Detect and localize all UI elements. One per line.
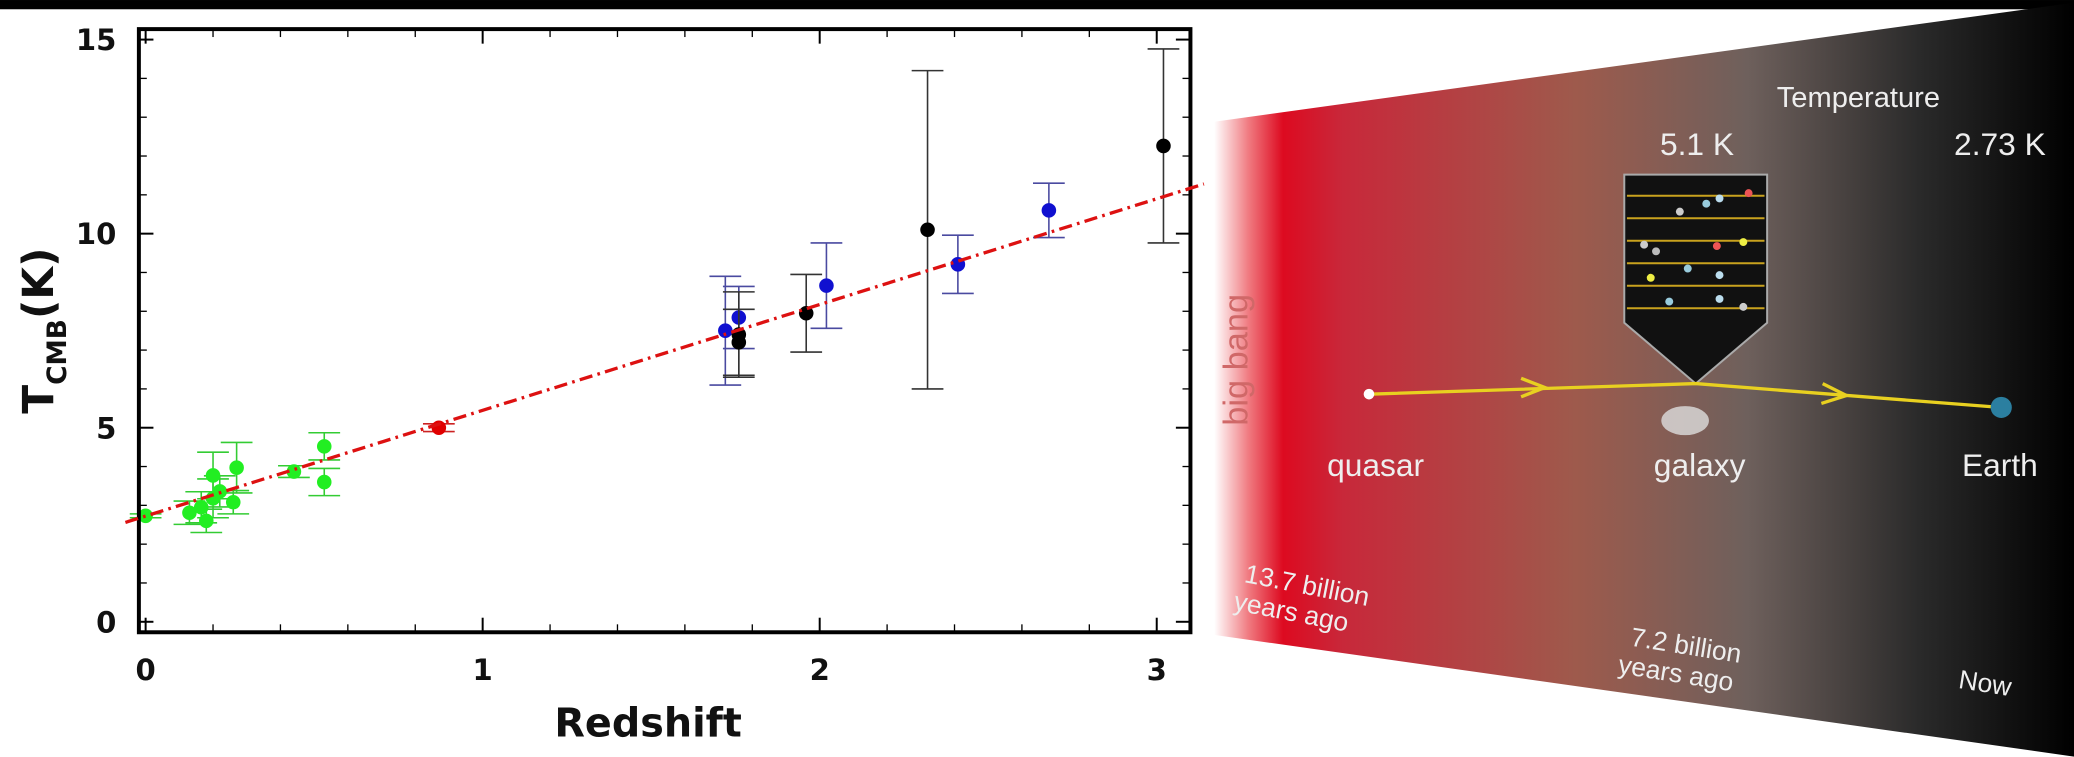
- data-point: [193, 500, 209, 515]
- y-axis-title: TCMB(K): [14, 248, 73, 414]
- arrow: [1520, 376, 1550, 399]
- temperature-title: Temperature: [1777, 82, 1940, 114]
- galaxy-label: galaxy: [1654, 447, 1746, 483]
- temp-label: 5.1 K: [1660, 126, 1734, 162]
- y-title-main: T: [14, 385, 63, 414]
- plot-area: [138, 29, 1191, 633]
- data-point: [138, 508, 153, 524]
- y-title-sub: CMB: [42, 319, 73, 385]
- top-band: [0, 0, 2074, 10]
- chart: 0 1 2 3 0 5 10 15: [76, 23, 1191, 687]
- y-tick-label: 5: [96, 411, 116, 445]
- data-point: [819, 278, 834, 293]
- x-tick-label: 1: [473, 653, 493, 687]
- fit-line: [124, 182, 1205, 524]
- big-bang-label: big bang: [1217, 294, 1255, 426]
- data-point: [286, 464, 302, 479]
- plot-frame: [136, 27, 1193, 635]
- y-tick-label: 10: [76, 217, 116, 251]
- y-tick-label: 0: [96, 605, 116, 639]
- data-point: [229, 460, 244, 475]
- inset-box: [1623, 173, 1769, 385]
- y-title-unit: (K): [14, 248, 63, 319]
- y-tick-label: 15: [76, 23, 116, 57]
- data-point: [182, 505, 197, 520]
- timeline-band: [1214, 2, 2074, 757]
- quasar-label: quasar: [1327, 447, 1424, 483]
- data-point: [1156, 138, 1171, 154]
- x-axis-title: Redshift: [554, 701, 742, 747]
- galaxy-icon: [1661, 406, 1709, 436]
- temp-label: 2.73 K: [1954, 126, 2046, 162]
- data-point: [798, 305, 814, 321]
- molecules: [1640, 189, 1753, 311]
- arrow: [1820, 382, 1851, 406]
- data-point: [731, 335, 747, 350]
- light-path: [1368, 381, 2001, 410]
- data-point: [316, 439, 332, 454]
- x-tick-label: 3: [1147, 653, 1167, 687]
- data-point: [920, 222, 935, 238]
- illustration: Temperature 5.1 K 2.73 K big bang quasar…: [1214, 2, 2074, 757]
- data-point: [199, 513, 214, 529]
- earth-label: Earth: [1962, 447, 2038, 483]
- quasar-icon: [1363, 388, 1375, 400]
- data-point: [718, 323, 733, 338]
- data-point: [316, 474, 332, 490]
- earth-icon: [1990, 396, 2012, 418]
- data-point: [225, 494, 241, 510]
- x-tick-label: 2: [810, 653, 830, 687]
- data-point: [1041, 203, 1057, 218]
- data-point: [205, 468, 221, 483]
- x-tick-label: 0: [136, 653, 156, 687]
